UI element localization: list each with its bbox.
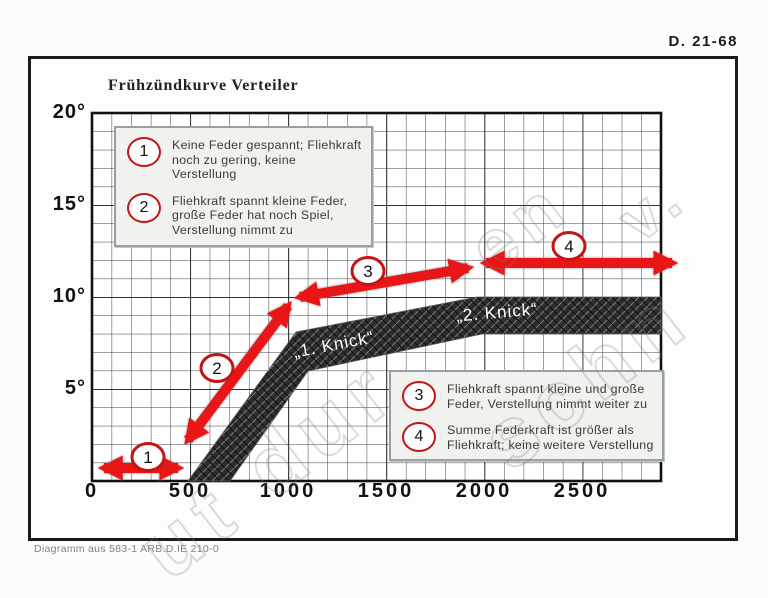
legend-item-3: 3 Fliehkraft spannt kleine und große Fed…: [402, 381, 654, 411]
phase-arrows: [97, 250, 679, 481]
phase-number-markers: 1 2 3 4: [130, 231, 587, 472]
arrow-phase-2: [183, 300, 293, 446]
x-tick-label-1500: 1500: [357, 480, 415, 502]
marker-circle-4: [551, 231, 587, 261]
x-tick-label-2500: 2500: [553, 480, 611, 502]
legend-item-2: 2 Fliehkraft spannt kleine Feder, große …: [127, 192, 363, 238]
legend-item-4-number: 4: [402, 422, 436, 453]
y-tick-label-10: 10°: [52, 285, 86, 307]
legend-item-3-text: Fliehkraft spannt kleine und große Feder…: [447, 382, 648, 411]
marker-circle-3: [350, 256, 386, 286]
origin-label: 0: [84, 480, 100, 502]
figure-caption: Diagramm aus 583-1 ARB.D.IE 210-0: [34, 543, 219, 555]
chart-title: Frühzündkurve Verteiler: [108, 77, 299, 94]
marker-number-1: 1: [143, 448, 152, 467]
marker-circle-2: [199, 353, 235, 383]
legend-box-top-left: 1 Keine Feder gespannt; Fliehkraft noch …: [114, 126, 373, 247]
x-tick-label-500: 500: [168, 480, 212, 502]
legend-item-1-number: 1: [127, 137, 161, 167]
doc-number: D. 21-68: [668, 33, 738, 50]
y-tick-label-20: 20°: [52, 101, 86, 123]
legend-item-4: 4 Summe Federkraft ist größer als Fliehk…: [402, 422, 654, 453]
marker-number-2: 2: [212, 359, 221, 378]
advance-curve-band: „1. Knick“ „2. Knick“: [187, 296, 662, 482]
legend-box-bottom-right: 3 Fliehkraft spannt kleine und große Fed…: [389, 370, 664, 462]
marker-circle-1: [130, 442, 166, 472]
x-tick-label-2000: 2000: [455, 480, 513, 502]
legend-item-2-number: 2: [127, 192, 161, 223]
legend-item-2-text: Fliehkraft spannt kleine Feder, große Fe…: [172, 193, 348, 237]
x-tick-label-1000: 1000: [259, 480, 317, 502]
marker-number-4: 4: [564, 237, 573, 256]
legend-item-3-number: 3: [402, 381, 436, 411]
marker-number-3: 3: [363, 262, 372, 281]
y-tick-label-15: 15°: [52, 193, 86, 215]
arrow-phase-3: [293, 258, 475, 307]
legend-item-1: 1 Keine Feder gespannt; Fliehkraft noch …: [127, 137, 363, 182]
y-tick-label-5: 5°: [64, 377, 86, 399]
legend-item-4-text: Summe Federkraft ist größer als Fliehkra…: [447, 423, 654, 452]
legend-item-1-text: Keine Feder gespannt; Fliehkraft noch zu…: [172, 138, 362, 182]
